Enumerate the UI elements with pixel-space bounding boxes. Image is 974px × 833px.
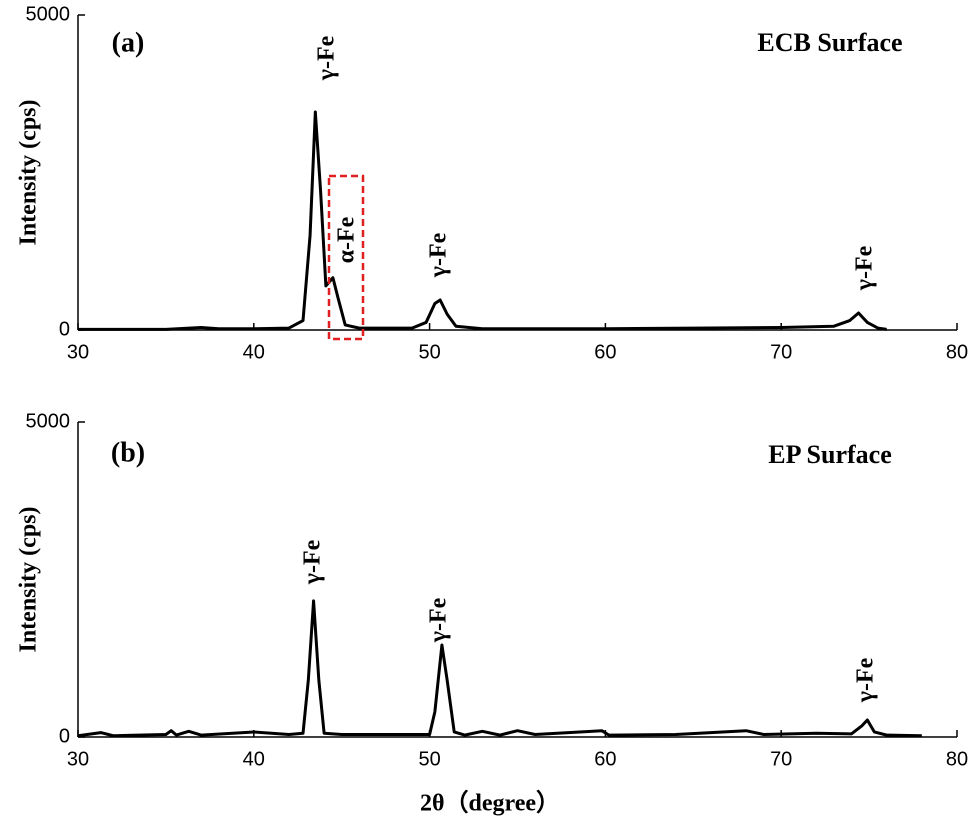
y-axis-label: Intensity (cps) bbox=[16, 99, 42, 245]
x-tick-label: 80 bbox=[946, 748, 968, 770]
x-tick-label: 40 bbox=[243, 748, 265, 770]
y-tick-label: 0 bbox=[59, 318, 70, 340]
peak-label: γ-Fe bbox=[426, 232, 452, 278]
x-tick-label: 80 bbox=[946, 341, 968, 363]
panel-label: (a) bbox=[112, 27, 145, 58]
peak-label: γ-Fe bbox=[852, 245, 878, 291]
peak-label: γ-Fe bbox=[300, 539, 326, 585]
x-tick-label: 40 bbox=[243, 341, 265, 363]
y-tick-label: 0 bbox=[59, 725, 70, 747]
highlight-box bbox=[327, 174, 365, 341]
x-axis-label: 2θ（degree） bbox=[420, 790, 560, 817]
x-tick-label: 60 bbox=[594, 341, 616, 363]
peak-label: γ-Fe bbox=[314, 35, 340, 81]
x-tick-label: 70 bbox=[770, 748, 792, 770]
x-tick-label: 30 bbox=[67, 748, 89, 770]
x-tick-label: 30 bbox=[67, 341, 89, 363]
y-tick-label: 5000 bbox=[26, 3, 71, 25]
x-tick-label: 50 bbox=[418, 748, 440, 770]
x-tick-label: 50 bbox=[418, 341, 440, 363]
xrd-line bbox=[77, 599, 922, 738]
xrd-line bbox=[78, 110, 887, 331]
sample-label: EP Surface bbox=[768, 440, 892, 469]
x-tick-label: 70 bbox=[770, 341, 792, 363]
peak-label: γ-Fe bbox=[426, 597, 452, 643]
peak-label: γ-Fe bbox=[853, 657, 879, 703]
y-tick-label: 5000 bbox=[26, 410, 71, 432]
y-axis-label: Intensity (cps) bbox=[16, 506, 42, 652]
sample-label: ECB Surface bbox=[757, 28, 902, 57]
peak-label: α-Fe bbox=[334, 216, 360, 263]
x-tick-label: 60 bbox=[594, 748, 616, 770]
panel-label: (b) bbox=[111, 437, 145, 468]
